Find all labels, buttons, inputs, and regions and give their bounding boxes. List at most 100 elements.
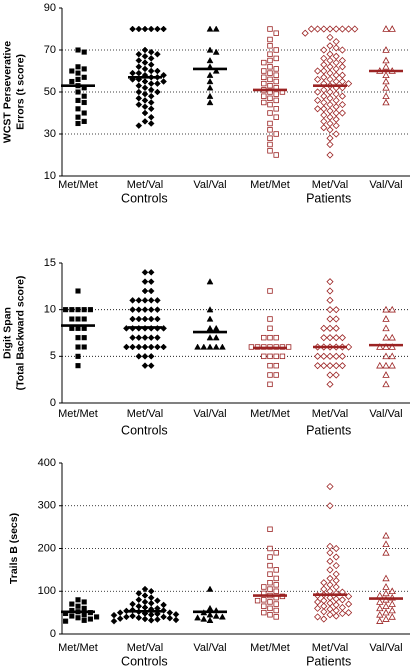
data-point <box>147 599 155 607</box>
data-point <box>388 361 396 369</box>
x-tick-label: Met/Val <box>127 642 163 654</box>
x-tick-label: Met/Met <box>250 179 290 191</box>
data-point <box>345 25 353 33</box>
x-tick-label: Val/Val <box>369 179 402 191</box>
data-point <box>147 99 155 106</box>
data-point <box>116 609 124 616</box>
data-point <box>382 380 390 388</box>
data-point <box>332 25 340 33</box>
data-point <box>212 48 220 55</box>
data-point <box>147 67 155 75</box>
data-point <box>320 608 328 616</box>
data-point <box>314 352 322 360</box>
data-point <box>267 372 273 378</box>
data-point <box>267 57 273 64</box>
data-point <box>206 71 214 78</box>
data-point <box>81 599 87 605</box>
data-point <box>261 603 267 609</box>
data-point <box>314 96 322 104</box>
data-point <box>69 316 75 322</box>
data-point <box>141 90 149 98</box>
data-point <box>326 549 334 557</box>
data-point <box>376 610 384 618</box>
data-point <box>81 307 87 313</box>
data-point <box>320 324 328 332</box>
data-point <box>267 353 273 360</box>
y-axis-title-line: Digit Span <box>1 307 13 359</box>
data-point <box>332 562 340 570</box>
data-point <box>123 613 130 621</box>
data-point <box>206 278 214 285</box>
data-point <box>267 586 273 592</box>
data-point <box>332 115 340 123</box>
data-point <box>320 54 328 62</box>
data-point <box>326 502 334 510</box>
data-point <box>382 602 390 610</box>
y-tick-label: 300 <box>38 500 56 512</box>
data-point <box>75 64 81 70</box>
data-point <box>382 92 390 99</box>
data-point <box>326 278 334 286</box>
data-point <box>75 335 81 341</box>
data-point <box>141 97 149 104</box>
data-point <box>135 88 143 96</box>
data-point <box>332 371 340 379</box>
data-point <box>326 362 334 370</box>
data-point <box>261 609 267 616</box>
data-point <box>267 127 273 133</box>
y-tick-label: 15 <box>44 257 56 269</box>
data-point <box>273 607 279 614</box>
data-point <box>326 101 334 109</box>
data-point <box>326 69 334 77</box>
y-axis-title-line: Errors (t score) <box>14 54 26 130</box>
x-tick-label: Val/Val <box>193 642 226 654</box>
data-point <box>212 343 220 350</box>
data-point <box>75 603 81 609</box>
data-point <box>332 583 340 591</box>
data-point <box>267 135 273 141</box>
y-tick-label: 30 <box>44 128 56 140</box>
data-point <box>172 616 180 624</box>
data-point <box>332 544 340 553</box>
data-point <box>75 353 81 359</box>
data-point <box>267 580 273 586</box>
x-tick-label: Met/Met <box>58 642 98 654</box>
data-point <box>261 334 267 341</box>
data-point <box>206 84 214 91</box>
data-point <box>267 70 273 76</box>
data-point <box>160 78 167 85</box>
y-tick-label: 0 <box>50 628 56 640</box>
group-label: Controls <box>121 654 168 668</box>
data-point <box>206 56 214 64</box>
data-point <box>273 55 279 62</box>
data-point <box>345 600 353 608</box>
data-point <box>154 50 161 58</box>
data-point <box>81 344 87 350</box>
data-point <box>75 114 81 120</box>
data-point <box>212 67 220 74</box>
data-point <box>81 617 87 623</box>
data-point <box>267 101 273 108</box>
data-point <box>129 25 136 33</box>
data-point <box>81 612 87 618</box>
data-point <box>320 352 328 360</box>
data-point <box>154 334 161 342</box>
data-point <box>332 570 340 578</box>
y-tick-label: 200 <box>38 542 56 554</box>
data-point <box>147 352 155 360</box>
data-point <box>135 306 143 314</box>
y-tick-label: 5 <box>50 350 56 362</box>
data-point <box>267 381 273 388</box>
x-tick-label: Met/Val <box>127 179 163 191</box>
y-axis-title-line: Trails B (secs) <box>8 513 20 584</box>
data-point <box>388 587 396 595</box>
data-point <box>267 562 273 569</box>
data-point <box>273 362 279 369</box>
data-point <box>141 52 149 60</box>
data-point <box>63 618 69 624</box>
data-point <box>129 600 136 608</box>
data-point <box>382 315 390 322</box>
data-point <box>160 343 167 351</box>
data-point <box>81 118 87 124</box>
data-point <box>332 352 340 360</box>
